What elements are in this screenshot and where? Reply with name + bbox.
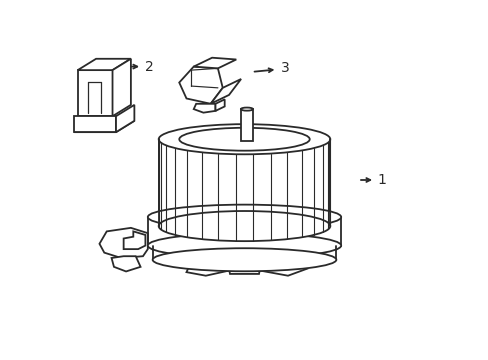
Ellipse shape bbox=[179, 128, 309, 151]
Ellipse shape bbox=[159, 124, 329, 154]
Polygon shape bbox=[74, 121, 134, 132]
Text: 2: 2 bbox=[145, 59, 154, 73]
Polygon shape bbox=[241, 109, 252, 141]
Ellipse shape bbox=[147, 233, 341, 258]
Ellipse shape bbox=[241, 108, 252, 111]
Polygon shape bbox=[259, 261, 307, 276]
Polygon shape bbox=[210, 79, 241, 104]
Polygon shape bbox=[78, 70, 112, 116]
Ellipse shape bbox=[152, 248, 336, 271]
Polygon shape bbox=[186, 261, 229, 276]
Polygon shape bbox=[193, 104, 215, 113]
Polygon shape bbox=[112, 59, 131, 116]
Polygon shape bbox=[116, 105, 134, 132]
Polygon shape bbox=[179, 67, 223, 104]
Ellipse shape bbox=[147, 204, 341, 229]
Text: 1: 1 bbox=[377, 173, 386, 187]
Text: 3: 3 bbox=[280, 61, 289, 75]
Polygon shape bbox=[78, 59, 131, 70]
Ellipse shape bbox=[159, 211, 329, 241]
Polygon shape bbox=[159, 139, 329, 226]
Polygon shape bbox=[111, 256, 140, 271]
Polygon shape bbox=[123, 231, 145, 249]
Polygon shape bbox=[99, 228, 147, 258]
Polygon shape bbox=[193, 58, 236, 68]
Polygon shape bbox=[74, 116, 116, 132]
Polygon shape bbox=[215, 99, 224, 111]
Polygon shape bbox=[227, 261, 261, 274]
